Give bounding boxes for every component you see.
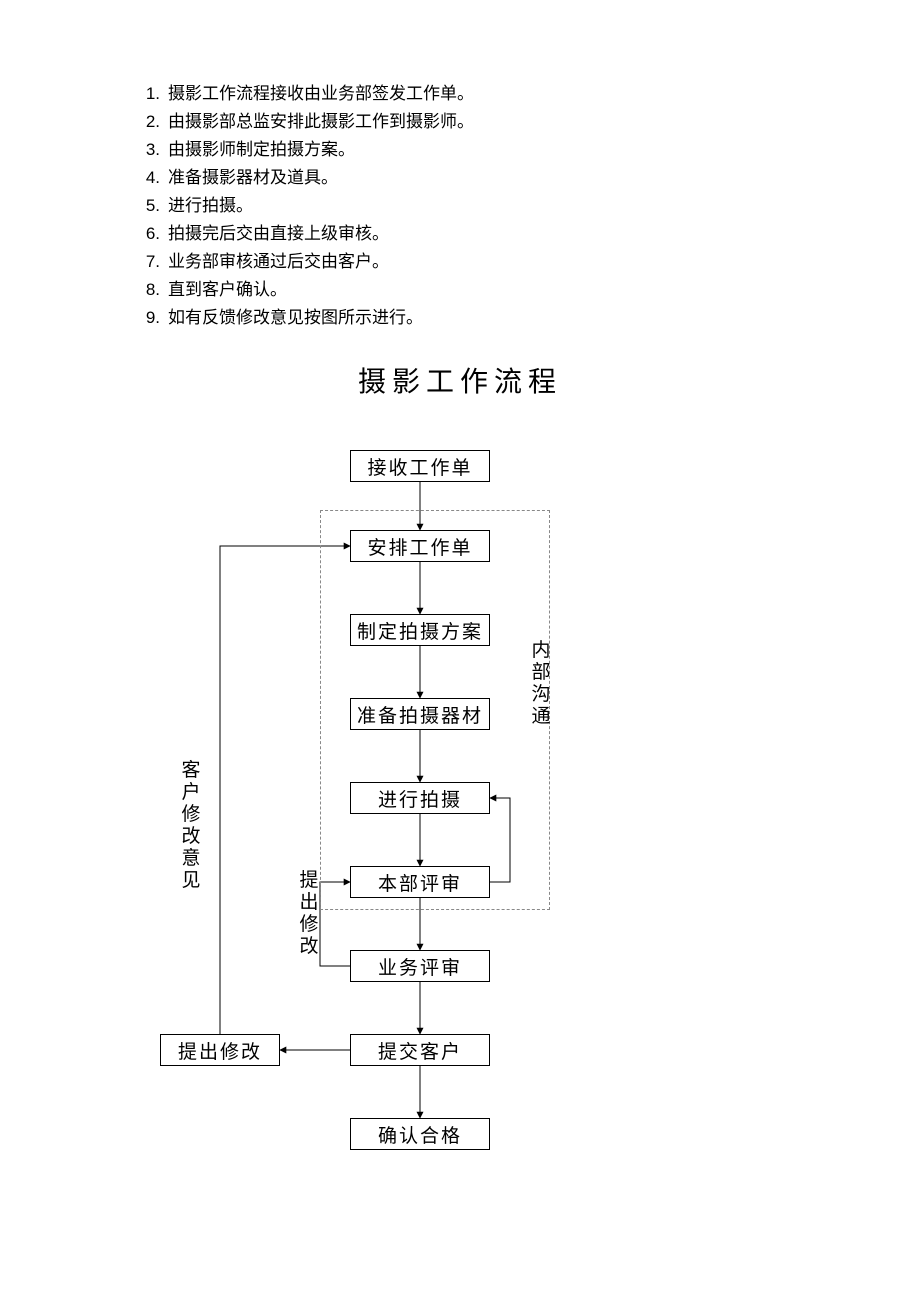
flow-node-n5: 进行拍摄	[350, 782, 490, 814]
flow-node-n7: 业务评审	[350, 950, 490, 982]
flow-node-n6: 本部评审	[350, 866, 490, 898]
flow-node-n1: 接收工作单	[350, 450, 490, 482]
flow-node-n9: 确认合格	[350, 1118, 490, 1150]
flow-node-n8: 提交客户	[350, 1034, 490, 1066]
flowchart-canvas: 接收工作单安排工作单制定拍摄方案准备拍摄器材进行拍摄本部评审业务评审提交客户确认…	[0, 0, 920, 1302]
vertical-label-v1: 内部沟通	[530, 640, 552, 728]
vertical-label-v2: 提出修改	[298, 870, 320, 958]
flow-node-n2: 安排工作单	[350, 530, 490, 562]
vertical-label-v3: 客户修改意见	[180, 760, 202, 892]
flow-node-n4: 准备拍摄器材	[350, 698, 490, 730]
flow-node-n3: 制定拍摄方案	[350, 614, 490, 646]
page: 1.摄影工作流程接收由业务部签发工作单。2.由摄影部总监安排此摄影工作到摄影师。…	[0, 0, 920, 1302]
flow-node-n10: 提出修改	[160, 1034, 280, 1066]
